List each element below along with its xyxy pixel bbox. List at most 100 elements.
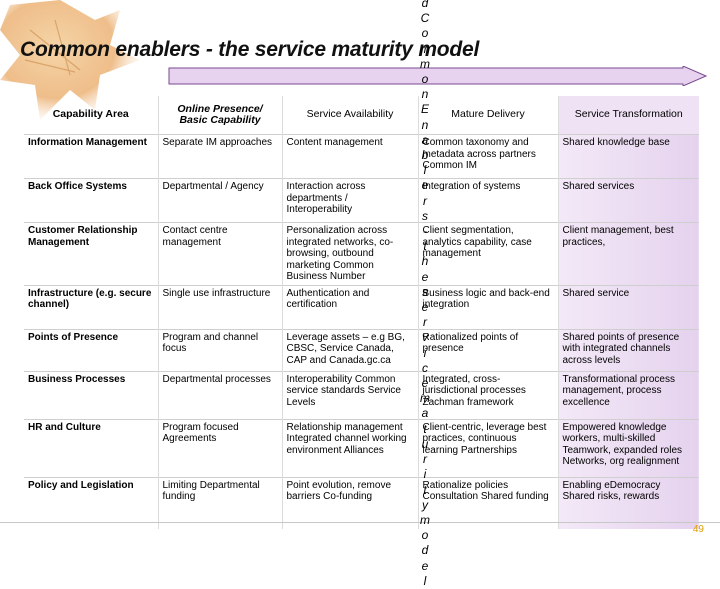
overlay-letter: u <box>421 436 429 451</box>
column-header: Online Presence/ Basic Capability <box>157 96 282 135</box>
table-cell: Client-centric, leverage best practices,… <box>417 419 558 477</box>
column-header: Service Transformation <box>557 96 699 135</box>
table-cell: Single use infrastructure <box>157 285 282 329</box>
capability-area-cell: Information Management <box>28 137 147 148</box>
table-cell: Leverage assets – e.g BG, CBSC, Service … <box>281 329 418 371</box>
overlay-letter: l <box>423 163 427 178</box>
table-cell: Authentication and certification <box>281 285 418 329</box>
table-cell: Content management <box>281 134 418 179</box>
table-cell: Transformational process management, pro… <box>557 371 699 419</box>
table-row: Back Office Systems Departmental / Agency… <box>24 178 699 223</box>
table-cell: Program focused Agreements <box>157 419 282 477</box>
table-cell: Personalization across integrated networ… <box>281 222 418 285</box>
table-cell: Shared services <box>557 178 699 223</box>
table-row: Information Management Separate IM approa… <box>24 134 699 179</box>
table-row: Customer Relationship Management Contact … <box>24 222 699 285</box>
table-cell: Common taxonomy and metadata across part… <box>417 134 558 179</box>
overlay-letter: i <box>423 467 427 482</box>
overlay-letter: t <box>423 239 427 254</box>
table-row: Infrastructure (e.g. secure channel) Sing… <box>24 285 699 329</box>
capability-area-cell: Infrastructure (e.g. secure channel) <box>28 287 152 311</box>
table-cell: Departmental processes <box>157 371 282 419</box>
overlay-letter: r <box>423 315 427 330</box>
overlay-letter: v <box>422 330 428 345</box>
table-cell: Program and channel focus <box>157 329 282 371</box>
table-header-row: Capability Area Online Presence/ Basic C… <box>24 96 699 135</box>
capability-area-cell: Points of Presence <box>28 331 119 343</box>
capability-area-cell: Business Processes <box>28 373 126 385</box>
overlay-letter: o <box>421 26 429 41</box>
table-cell: Shared service <box>557 285 699 329</box>
overlay-letter: m <box>420 391 430 406</box>
table-cell: Shared knowledge base <box>557 134 699 179</box>
table-cell: Client segmentation, analytics capabilit… <box>417 222 558 285</box>
table-cell: Enabling eDemocracy Shared risks, reward… <box>557 477 699 529</box>
column-header: Capability Area <box>52 108 129 121</box>
table-cell: Integrated, cross-jurisdictional process… <box>417 371 558 419</box>
column-header: Service Availability <box>281 96 418 135</box>
slide-title: Common enablers - the service maturity m… <box>20 38 480 61</box>
overlay-letter: r <box>423 193 427 208</box>
table-row: Policy and Legislation Limiting Departmen… <box>24 477 699 529</box>
overlay-letter: t <box>423 482 427 497</box>
autumn-leaf-image <box>0 0 140 120</box>
overlay-letter: m <box>420 56 430 71</box>
table-cell: Interaction across departments / Interop… <box>281 178 418 223</box>
overlay-letter: e <box>421 269 429 284</box>
table-cell: Empowered knowledge workers, multi-skill… <box>557 419 699 477</box>
overlay-letter: E <box>420 102 429 117</box>
overlay-letter: - <box>423 224 427 239</box>
table-cell: Interoperability Common service standard… <box>281 371 418 419</box>
overlay-letter: b <box>421 148 429 163</box>
table-cell: Rationalize policies Consultation Shared… <box>417 477 558 529</box>
overlay-letter: i <box>423 345 427 360</box>
footer-divider <box>0 522 720 523</box>
capability-area-cell: Policy and Legislation <box>28 479 134 491</box>
overlay-letter: s <box>422 208 428 223</box>
overlay-letter: e <box>421 558 429 573</box>
table-row: Business Processes Departmental processes… <box>24 371 699 419</box>
table-cell: Relationship management Integrated chann… <box>281 419 418 477</box>
capability-area-cell: HR and Culture <box>28 421 101 433</box>
overlay-letter: m <box>420 512 430 527</box>
table-cell: Separate IM approaches <box>157 134 282 179</box>
table-cell: Limiting Departmental funding <box>157 477 282 529</box>
overlay-letter: n <box>421 117 429 132</box>
table-cell: Client management, best practices, <box>557 222 699 285</box>
overlay-letter: y <box>422 497 428 512</box>
table-cell: Rationalized points of presence <box>417 329 558 371</box>
overlay-letter: n <box>421 87 429 102</box>
table-cell: Business logic and back-end integration <box>417 285 558 329</box>
maturity-model-table: Capability Area Online Presence/ Basic C… <box>24 96 699 529</box>
overlay-letter: e <box>421 178 429 193</box>
table-row: HR and Culture Program focused Agreements… <box>24 419 699 477</box>
table-cell: Contact centre management <box>157 222 282 285</box>
table-cell: Point evolution, remove barriers Co-fund… <box>281 477 418 529</box>
table-cell: Integration of systems <box>417 178 558 223</box>
overlay-letter: l <box>423 573 427 588</box>
overlay-letter: o <box>421 528 429 543</box>
overlay-letter: a <box>421 132 429 147</box>
overlay-letter: d <box>421 543 429 558</box>
capability-area-cell: Back Office Systems <box>28 181 127 192</box>
overlay-letter: c <box>422 360 428 375</box>
overlay-letter: o <box>421 72 429 87</box>
overlay-letter: d <box>421 0 429 10</box>
overlay-letter: e <box>421 300 429 315</box>
column-header: Mature Delivery <box>417 96 558 135</box>
table-cell: Shared points of presence with integrate… <box>557 329 699 371</box>
overlay-letter: e <box>421 376 429 391</box>
table-cell: Departmental / Agency <box>157 178 282 223</box>
maturity-progression-arrow <box>168 66 708 86</box>
overlay-letter: r <box>423 452 427 467</box>
overlay-letter: s <box>422 284 428 299</box>
table-row: Points of Presence Program and channel fo… <box>24 329 699 371</box>
page-number: 49 <box>692 524 704 535</box>
capability-area-cell: Customer Relationship Management <box>28 225 138 248</box>
overlay-letter: a <box>421 406 429 421</box>
overlay-letter: C <box>420 11 430 26</box>
overlay-letter: m <box>420 41 430 56</box>
overlay-letter: h <box>421 254 429 269</box>
overlay-letter: t <box>423 421 427 436</box>
